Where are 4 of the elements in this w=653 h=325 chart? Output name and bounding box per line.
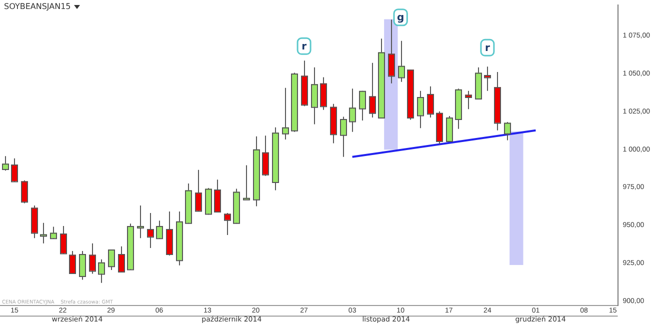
chart-title: SOYBEANSJAN15 — [4, 2, 71, 11]
annotation: g — [396, 12, 404, 24]
annotation: r — [302, 41, 307, 52]
annotation: r — [484, 42, 490, 54]
